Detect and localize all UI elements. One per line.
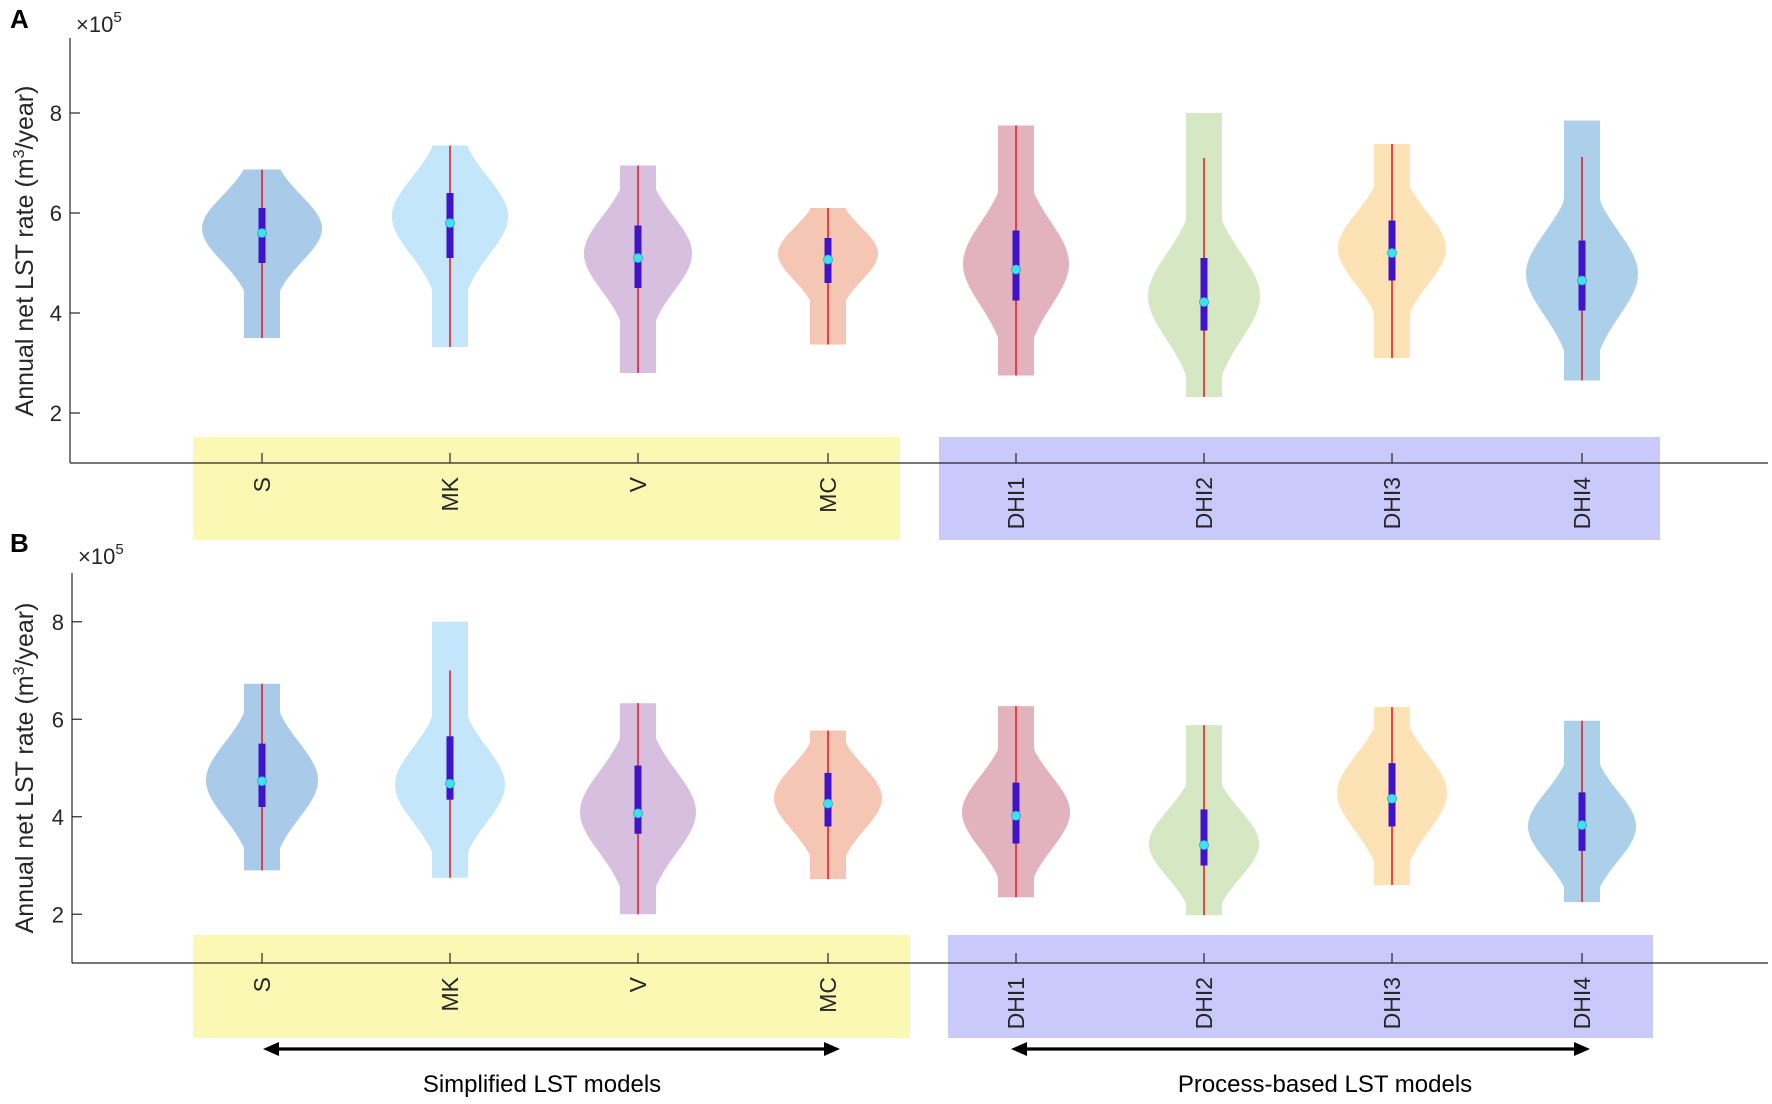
process-models-band xyxy=(948,935,1653,1038)
violin-dhi1: DHI1 xyxy=(963,125,1069,529)
multiplier-base: ×10 xyxy=(76,12,113,37)
x-tick-label: DHI3 xyxy=(1379,477,1405,529)
iqr-box xyxy=(258,743,266,807)
iqr-box xyxy=(1578,240,1586,311)
median-dot xyxy=(257,228,267,238)
y-axis-title: Annual net LST rate (m3/year) xyxy=(11,603,39,934)
arrow-head-right xyxy=(1574,1042,1590,1056)
median-dot xyxy=(823,254,833,265)
chart-panel-a: 2 4 6 8 ×105 A Annual net LST rate (m3/year) S M… xyxy=(10,4,1768,540)
y-axis-title-sup: 3 xyxy=(11,149,28,158)
process-models-arrow xyxy=(1011,1042,1590,1056)
y-axis-title: Annual net LST rate (m3/year) xyxy=(11,86,39,417)
violin-v: V xyxy=(584,165,692,492)
x-tick-label: MK xyxy=(437,976,463,1011)
violin-dhi1: DHI1 xyxy=(962,706,1070,1029)
arrow-head-left xyxy=(1011,1042,1027,1056)
median-dot xyxy=(445,218,455,228)
x-tick-label: DHI3 xyxy=(1379,977,1405,1029)
y-tick-label: 4 xyxy=(50,301,62,326)
simplified-models-arrow xyxy=(263,1042,840,1056)
process-models-band xyxy=(939,437,1660,540)
x-tick-label: MC xyxy=(815,477,841,513)
y-tick-label: 8 xyxy=(52,610,64,635)
median-dot xyxy=(1577,275,1587,286)
median-dot xyxy=(445,778,455,789)
median-dot xyxy=(1387,793,1397,804)
violin-mc: MC xyxy=(774,730,882,1013)
violin-v: V xyxy=(580,703,696,992)
median-dot xyxy=(1199,840,1209,850)
y-tick-label: 8 xyxy=(50,101,62,126)
violin-dhi3: DHI3 xyxy=(1338,144,1446,529)
median-dot xyxy=(1577,820,1587,830)
median-dot xyxy=(1387,248,1397,258)
chart-panel-b: 2 4 6 8 ×105 B Annual net LST rate (m3/year) S M… xyxy=(10,528,1768,1038)
iqr-box xyxy=(634,765,642,834)
multiplier-exponent: 5 xyxy=(115,541,123,558)
median-dot xyxy=(257,776,267,787)
violin-s: S xyxy=(202,169,322,492)
x-tick-label: S xyxy=(249,477,275,492)
median-dot xyxy=(1199,297,1209,307)
y-axis-title-end: /year) xyxy=(11,86,39,150)
y-tick-label: 4 xyxy=(52,805,64,830)
y-tick-label: 2 xyxy=(52,902,64,927)
y-tick-label: 6 xyxy=(52,707,64,732)
violin-dhi4: DHI4 xyxy=(1526,120,1638,530)
simplified-models-band xyxy=(193,437,900,540)
violin-mk: MK xyxy=(392,145,508,512)
y-axis-title-end: /year) xyxy=(11,603,39,667)
y-axis-multiplier: ×105 xyxy=(76,9,122,37)
x-tick-label: MK xyxy=(437,476,463,511)
y-tick-label: 2 xyxy=(50,401,62,426)
violin-dhi2: DHI2 xyxy=(1148,113,1260,529)
median-dot xyxy=(633,808,643,819)
arrow-head-left xyxy=(263,1042,279,1056)
median-dot xyxy=(823,798,833,809)
median-dot xyxy=(633,253,643,263)
simplified-models-caption: Simplified LST models xyxy=(423,1071,661,1098)
median-dot xyxy=(1011,264,1021,275)
median-dot xyxy=(1011,810,1021,821)
x-tick-label: DHI4 xyxy=(1569,977,1595,1030)
multiplier-base: ×10 xyxy=(78,544,115,569)
x-tick-label: DHI2 xyxy=(1191,977,1217,1029)
y-axis-title-main: Annual net LST rate (m xyxy=(11,675,39,933)
panel-letter: A xyxy=(10,4,29,34)
x-tick-label: S xyxy=(249,977,275,992)
y-axis-title-sup: 3 xyxy=(11,666,28,675)
x-tick-label: V xyxy=(625,976,651,992)
violin-mk: MK xyxy=(395,621,505,1012)
process-models-caption: Process-based LST models xyxy=(1178,1071,1472,1098)
panel-letter: B xyxy=(10,528,29,558)
y-axis-title-main: Annual net LST rate (m xyxy=(11,158,39,416)
arrow-head-right xyxy=(824,1042,840,1056)
y-tick-label: 6 xyxy=(50,201,62,226)
violin-dhi4: DHI4 xyxy=(1528,720,1636,1030)
y-axis-multiplier: ×105 xyxy=(78,541,124,569)
violin-s: S xyxy=(206,683,318,992)
iqr-box xyxy=(1200,809,1208,866)
x-tick-label: DHI1 xyxy=(1003,977,1029,1029)
violin-dhi2: DHI2 xyxy=(1149,725,1259,1029)
x-tick-label: V xyxy=(625,476,651,492)
violin-mc: MC xyxy=(778,208,878,513)
iqr-box xyxy=(1200,258,1208,331)
x-tick-label: DHI4 xyxy=(1569,477,1595,530)
multiplier-exponent: 5 xyxy=(113,9,121,26)
x-tick-label: DHI1 xyxy=(1003,477,1029,529)
simplified-models-band xyxy=(193,935,910,1038)
violin-dhi3: DHI3 xyxy=(1337,707,1447,1029)
x-tick-label: MC xyxy=(815,977,841,1013)
iqr-box xyxy=(446,736,454,800)
x-tick-label: DHI2 xyxy=(1191,477,1217,529)
